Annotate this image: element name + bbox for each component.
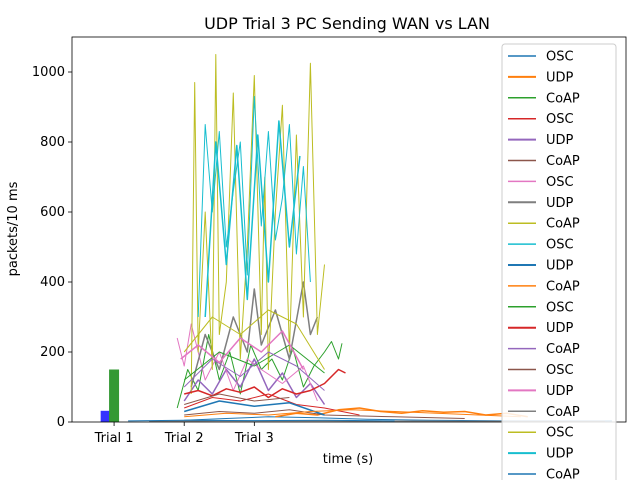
x-axis: Trial 1 Trial 2 Trial 3	[94, 422, 274, 446]
y-tick-label: 600	[40, 205, 65, 220]
axes-frame	[71, 36, 627, 423]
y-tick-label: 200	[40, 345, 65, 360]
legend-label: OSC	[546, 175, 574, 190]
legend-label: CoAP	[546, 342, 580, 357]
y-tick-label: 0	[57, 415, 65, 430]
series-line-19	[183, 309, 325, 370]
legend-label: OSC	[546, 50, 574, 65]
legend: OSC UDP CoAP OSC UDP CoAP OSC UDP CoAP OSC UDP CoAP…	[501, 43, 617, 480]
y-tick-label: 800	[40, 135, 65, 150]
y-axis-label: packets/10 ms	[6, 181, 21, 276]
legend-label: CoAP	[546, 217, 580, 232]
x-tick-label: Trial 2	[164, 431, 204, 446]
series-line-6	[184, 409, 465, 419]
series-line-16	[184, 393, 290, 405]
y-tick-label: 400	[40, 275, 65, 290]
legend-label: UDP	[546, 196, 574, 211]
legend-label: CoAP	[546, 405, 580, 420]
legend-label: OSC	[546, 363, 574, 378]
series-line-17	[180, 330, 305, 370]
legend-label: CoAP	[546, 468, 580, 480]
chart-title: UDP Trial 3 PC Sending WAN vs LAN	[204, 14, 490, 33]
series-line-15	[183, 351, 325, 391]
series-line-21	[128, 419, 395, 422]
legend-label: OSC	[546, 426, 574, 441]
legend-label: CoAP	[546, 279, 580, 294]
x-axis-label: time (s)	[323, 452, 373, 467]
legend-label: CoAP	[546, 154, 580, 169]
plot-area	[100, 54, 612, 422]
legend-label: UDP	[546, 259, 574, 274]
legend-label: UDP	[546, 384, 574, 399]
legend-box	[501, 43, 617, 480]
legend-label: OSC	[546, 300, 574, 315]
bar-2	[109, 369, 120, 422]
legend-label: OSC	[546, 112, 574, 127]
legend-label: UDP	[546, 70, 574, 85]
series-line-3	[176, 334, 343, 409]
legend-label: UDP	[546, 447, 574, 462]
series-line-11	[183, 400, 325, 416]
series-line-13	[183, 344, 325, 381]
y-tick-label: 1000	[32, 65, 65, 80]
series-line-4	[184, 393, 360, 416]
legend-label: CoAP	[546, 91, 580, 106]
legend-label: UDP	[546, 133, 574, 148]
legend-label: OSC	[546, 238, 574, 253]
y-axis: 0 200 400 600 800 1000	[32, 65, 72, 430]
series-line-9	[190, 54, 325, 395]
series-line-12	[184, 409, 521, 418]
legend-label: UDP	[546, 321, 574, 336]
x-tick-label: Trial 3	[234, 431, 274, 446]
x-tick-label: Trial 1	[94, 431, 134, 446]
bar-1	[100, 410, 111, 422]
series-line-20	[204, 120, 301, 318]
